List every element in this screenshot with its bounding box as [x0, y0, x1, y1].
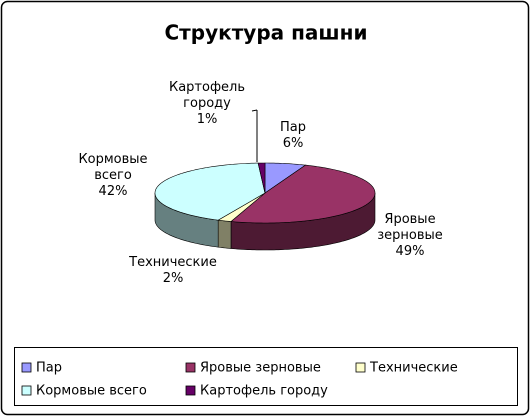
label-text: 6%: [282, 136, 304, 151]
data-label: Картофель городу 1%: [161, 80, 253, 128]
label-text: 1%: [196, 112, 218, 127]
legend-label: Картофель городу: [200, 384, 328, 399]
label-text: Технические: [129, 255, 217, 270]
label-text: 42%: [98, 184, 128, 199]
data-label: Технические 2%: [127, 255, 219, 287]
label-text: Пар: [280, 120, 306, 135]
slice: [154, 162, 266, 221]
legend-label: Яровые зерновые: [200, 361, 321, 376]
label-text: Картофель городу: [168, 80, 246, 111]
data-label: Яровые зерновые 49%: [364, 212, 456, 260]
data-label: Пар 6%: [247, 120, 339, 152]
legend-swatch: [21, 362, 32, 373]
legend-box: [14, 347, 518, 406]
leader-line: [251, 109, 258, 112]
slice: [217, 192, 266, 222]
label-text: 49%: [395, 244, 425, 259]
label-text: 2%: [162, 271, 184, 286]
slice: [264, 162, 307, 194]
legend-swatch: [21, 385, 32, 396]
legend-swatch: [185, 385, 196, 396]
legend-label: Технические: [369, 361, 458, 376]
slice: [230, 164, 376, 224]
legend-label: Пар: [36, 361, 62, 376]
legend-label: Кормовые всего: [36, 384, 147, 399]
slice-side: [217, 219, 232, 249]
data-label: Кормовые всего 42%: [67, 152, 159, 200]
legend-swatch: [185, 362, 196, 373]
slice: [257, 162, 266, 194]
legend-swatch: [355, 362, 366, 373]
label-text: Яровые зерновые: [377, 212, 443, 243]
label-text: Кормовые всего: [78, 152, 148, 183]
chart-title: Структура пашни: [165, 21, 368, 45]
